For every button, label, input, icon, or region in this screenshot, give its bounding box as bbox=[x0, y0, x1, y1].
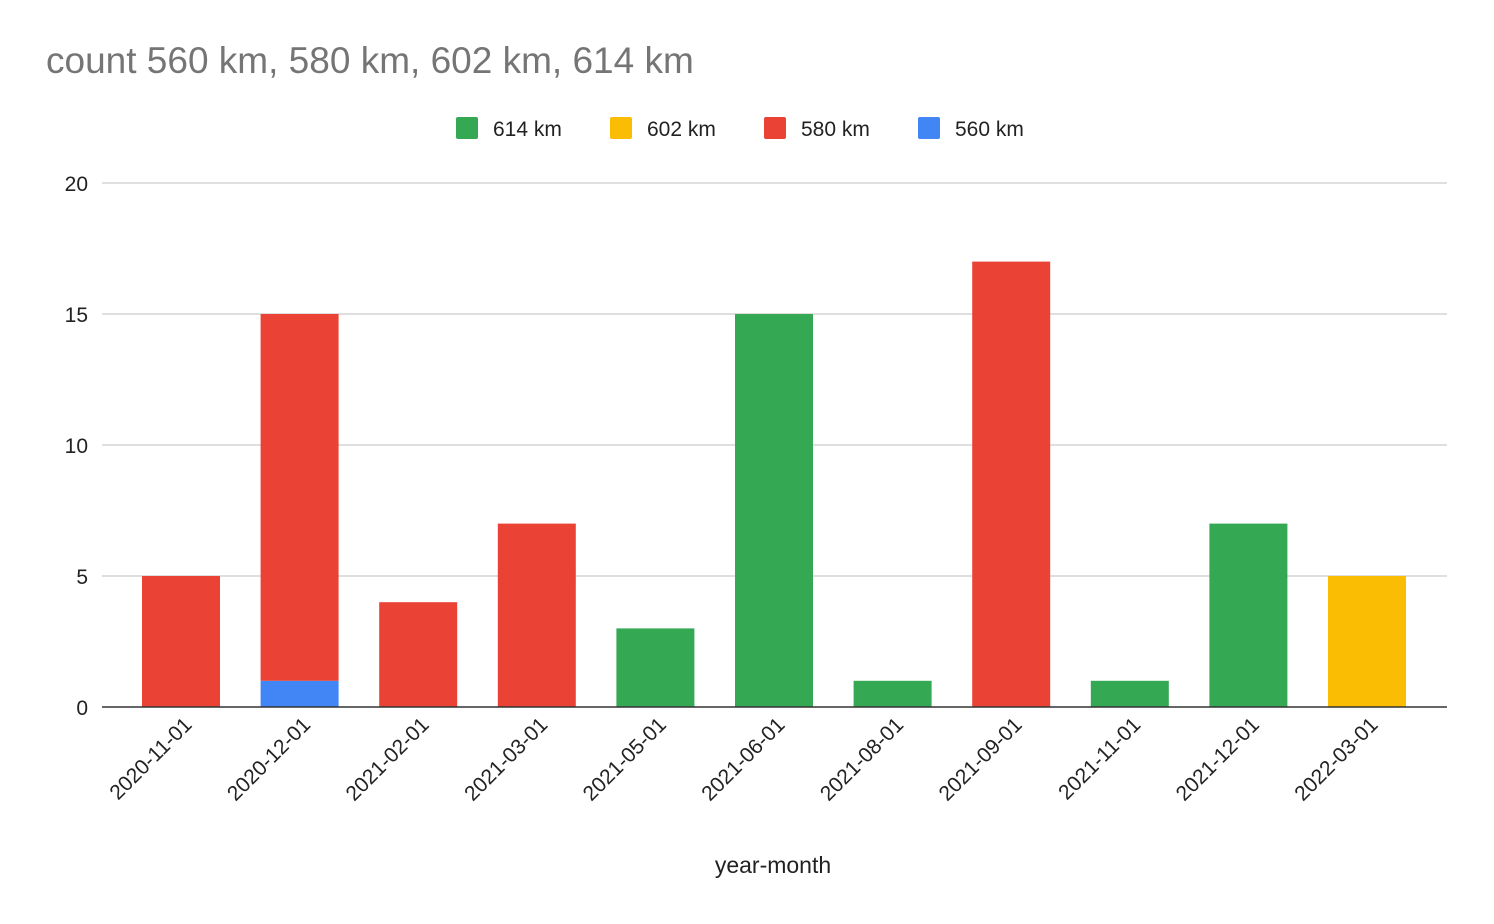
x-tick-label: 2021-12-01 bbox=[1172, 713, 1264, 805]
x-tick-label: 2022-03-01 bbox=[1290, 713, 1382, 805]
x-tick-label: 2021-09-01 bbox=[935, 713, 1027, 805]
y-tick-label: 0 bbox=[76, 697, 88, 720]
x-tick-label: 2021-05-01 bbox=[579, 713, 671, 805]
legend-label-580-km: 580 km bbox=[801, 118, 870, 141]
x-tick-label: 2021-03-01 bbox=[460, 713, 552, 805]
bars bbox=[142, 261, 1406, 707]
y-axis-ticks: 0 5 10 15 20 bbox=[65, 173, 88, 720]
bar-560-km-2020-12-01 bbox=[260, 680, 339, 707]
legend-label-560-km: 560 km bbox=[955, 118, 1024, 141]
bar-614-km-2021-08-01 bbox=[853, 680, 932, 707]
legend-label-602-km: 602 km bbox=[647, 118, 716, 141]
bar-614-km-2021-11-01 bbox=[1090, 680, 1169, 707]
bar-580-km-2021-09-01 bbox=[972, 261, 1051, 707]
legend-swatch-560-km bbox=[918, 117, 940, 139]
x-tick-label: 2020-11-01 bbox=[105, 713, 196, 804]
x-tick-label: 2021-11-01 bbox=[1054, 713, 1145, 804]
bar-580-km-2020-11-01 bbox=[142, 576, 220, 707]
y-tick-label: 15 bbox=[65, 304, 88, 327]
bar-580-km-2021-03-01 bbox=[497, 523, 576, 707]
legend-swatch-580-km bbox=[764, 117, 786, 139]
bar-580-km-2021-02-01 bbox=[379, 602, 458, 707]
bar-614-km-2021-06-01 bbox=[735, 314, 813, 707]
legend: 614 km 602 km 580 km 560 km bbox=[456, 117, 1024, 141]
y-tick-label: 5 bbox=[76, 566, 88, 589]
legend-swatch-602-km bbox=[610, 117, 632, 139]
legend-swatch-614-km bbox=[456, 117, 478, 139]
bar-614-km-2021-05-01 bbox=[616, 628, 695, 707]
x-tick-label: 2021-06-01 bbox=[697, 713, 789, 805]
x-tick-label: 2020-12-01 bbox=[223, 713, 315, 805]
x-tick-label: 2021-08-01 bbox=[816, 713, 908, 805]
x-axis-title: year-month bbox=[715, 852, 831, 878]
x-axis-ticks: 2020-11-01 2020-12-01 2021-02-01 2021-03-01… bbox=[105, 713, 1382, 805]
chart-title: count 560 km, 580 km, 602 km, 614 km bbox=[46, 40, 694, 81]
bar-614-km-2021-12-01 bbox=[1209, 523, 1288, 707]
legend-label-614-km: 614 km bbox=[493, 118, 562, 141]
y-tick-label: 20 bbox=[65, 173, 88, 196]
y-tick-label: 10 bbox=[65, 435, 88, 458]
bar-580-km-2020-12-01 bbox=[260, 314, 339, 681]
bar-602-km-2022-03-01 bbox=[1328, 576, 1406, 707]
x-tick-label: 2021-02-01 bbox=[342, 713, 434, 805]
